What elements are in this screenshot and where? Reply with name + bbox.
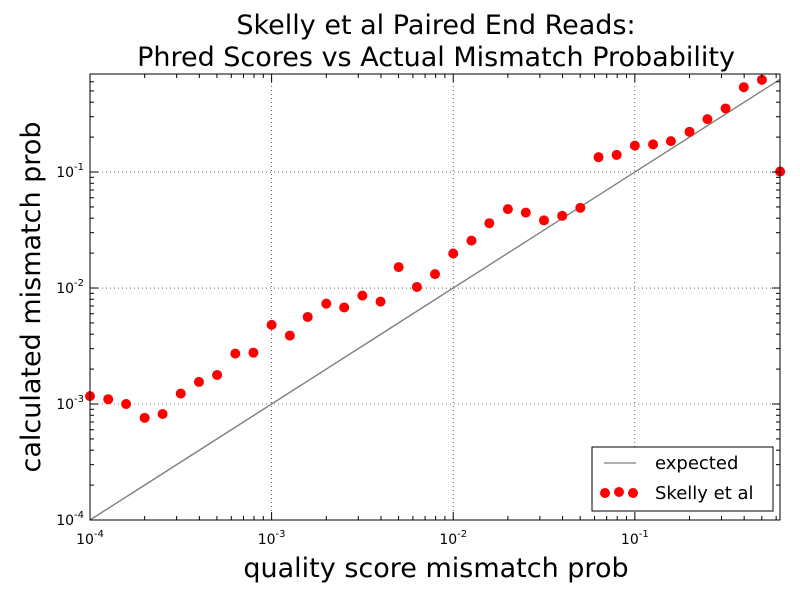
data-point [139, 412, 150, 423]
data-point [175, 388, 186, 399]
data-point [248, 347, 259, 358]
legend-skelly-label: Skelly et al [655, 483, 754, 504]
grid [90, 74, 780, 520]
data-point [121, 399, 132, 410]
legend-marker [628, 488, 638, 498]
legend-box [591, 446, 774, 512]
x-tick-label: 10-4 [76, 529, 104, 548]
data-point [538, 215, 549, 226]
chart-title-line-2: Phred Scores vs Actual Mismatch Probabil… [137, 42, 735, 73]
data-point [648, 139, 659, 150]
plot-frame [89, 73, 781, 521]
x-axis-label: quality score mismatch prob [243, 553, 628, 584]
y-tick-label: 10-3 [56, 394, 84, 413]
data-point [393, 262, 404, 273]
data-point [230, 348, 241, 359]
data-point [720, 103, 731, 114]
y-tick-label: 10-1 [56, 162, 84, 181]
x-tick-label: 10-3 [258, 529, 286, 548]
expected-line [89, 78, 781, 521]
data-point [103, 394, 114, 405]
legend-marker [600, 488, 610, 498]
data-point [375, 296, 386, 307]
data-point [284, 330, 295, 341]
data-point [357, 290, 368, 301]
data-point [466, 235, 477, 246]
data-point [448, 248, 459, 259]
data-point [575, 202, 586, 213]
data-point [593, 152, 604, 163]
x-tick-label: 10-1 [621, 529, 649, 548]
data-point [738, 82, 749, 93]
data-point [339, 302, 350, 313]
data-point [321, 298, 332, 309]
x-tick-label: 10-2 [439, 529, 467, 548]
legend: expected Skelly et al [591, 446, 774, 512]
data-point [157, 409, 168, 420]
data-point [756, 74, 767, 85]
data-point [611, 149, 622, 160]
y-tick-label: 10-2 [56, 278, 84, 297]
data-point [665, 136, 676, 147]
data-point [629, 140, 640, 151]
skelly-series [85, 74, 786, 423]
data-point [484, 218, 495, 229]
data-point [266, 319, 277, 330]
expected-series [89, 78, 781, 521]
y-axis-label: calculated mismatch prob [16, 122, 47, 473]
data-point [557, 210, 568, 221]
legend-expected-label: expected [655, 453, 738, 474]
y-tick-label: 10-4 [56, 510, 84, 529]
axis-ticks [89, 74, 780, 521]
tick-labels: 10-4 10-3 10-2 10-1 10-4 10-3 10-2 10-1 [56, 162, 649, 548]
chart-title-line-1: Skelly et al Paired End Reads: [236, 10, 635, 41]
data-point [411, 281, 422, 292]
data-point [212, 369, 223, 380]
data-point [193, 376, 204, 387]
data-point [684, 126, 695, 137]
data-point [702, 114, 713, 125]
data-point [302, 311, 313, 322]
data-point [430, 269, 441, 280]
legend-marker [614, 487, 624, 497]
data-point [502, 204, 513, 215]
data-point [520, 207, 531, 218]
